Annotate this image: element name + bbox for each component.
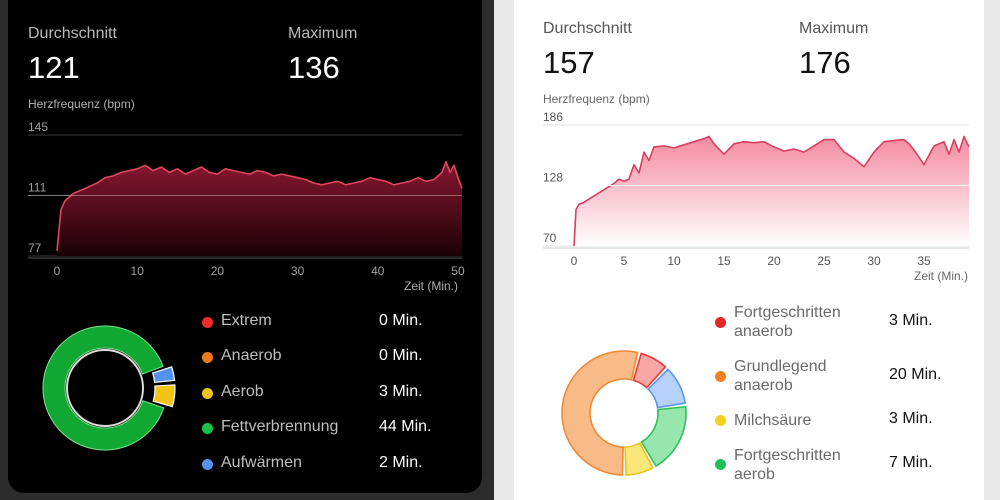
right-legend-dot xyxy=(715,459,726,470)
left-donut-slice-aufwärmen xyxy=(151,366,176,384)
right-chart-x-tick-label: 5 xyxy=(621,254,628,268)
left-donut-center xyxy=(66,349,144,427)
right-chart-y-tick-label: 128 xyxy=(543,171,563,185)
right-legend-label: aerob xyxy=(734,466,775,483)
right-legend-label: Grundlegend xyxy=(734,358,827,375)
right-legend-value: 20 Min. xyxy=(889,366,942,383)
right-panel: Durchschnitt 157 Maximum 176 Herzfrequen… xyxy=(494,0,1000,500)
right-chart-x-tick-label: 20 xyxy=(767,254,781,268)
right-zone-donut xyxy=(561,350,687,476)
left-legend-value: 44 Min. xyxy=(379,418,432,435)
left-x-axis-label: Zeit (Min.) xyxy=(404,279,458,293)
right-chart-area xyxy=(574,136,969,246)
left-legend-value: 3 Min. xyxy=(379,383,423,400)
right-legend-value: 3 Min. xyxy=(889,312,933,329)
right-legend-label: anaerob xyxy=(734,323,793,340)
right-chart-x-tick-label: 35 xyxy=(917,254,931,268)
right-chart-x-tick-label: 30 xyxy=(867,254,881,268)
left-donut-slice-aerob xyxy=(152,384,176,408)
right-chart-title: Herzfrequenz (bpm) xyxy=(543,92,650,106)
left-avg-label: Durchschnitt xyxy=(28,25,117,42)
left-chart-y-tick-label: 145 xyxy=(28,120,48,134)
left-legend-label: Aerob xyxy=(221,383,264,400)
left-chart-y-tick-label: 111 xyxy=(28,181,47,195)
right-chart-x-tick-label: 0 xyxy=(571,254,578,268)
left-chart-x-tick-label: 40 xyxy=(371,264,385,278)
right-avg-value: 157 xyxy=(543,45,595,80)
right-heart-rate-chart: 70 128 186 0 5 10 15 20 25 30 35 xyxy=(543,110,970,268)
left-chart-title: Herzfrequenz (bpm) xyxy=(28,97,135,111)
left-legend-label: Extrem xyxy=(221,312,272,329)
left-avg-value: 121 xyxy=(28,50,80,85)
right-chart-line xyxy=(573,135,970,247)
right-legend-dot xyxy=(715,371,726,382)
right-card xyxy=(514,0,984,500)
right-x-axis-label: Zeit (Min.) xyxy=(914,269,968,283)
left-legend-value: 2 Min. xyxy=(379,454,423,471)
right-legend-label: anaerob xyxy=(734,377,793,394)
left-panel: Durchschnitt 121 Maximum 136 Herzfrequen… xyxy=(0,0,494,500)
left-legend-dot xyxy=(202,388,213,399)
left-chart-x-tick-label: 10 xyxy=(131,264,145,278)
right-legend-value: 7 Min. xyxy=(889,454,933,471)
left-max-label: Maximum xyxy=(288,25,358,42)
right-donut-slice-2 xyxy=(624,442,654,476)
right-chart-x-tick-label: 15 xyxy=(717,254,731,268)
right-legend-dot xyxy=(715,317,726,328)
left-chart-y-tick-label: 77 xyxy=(28,241,42,255)
left-donut-slice-fettverbrennung xyxy=(42,325,165,451)
right-donut-slice-4 xyxy=(647,368,687,409)
left-legend-dot xyxy=(202,317,213,328)
left-legend-dot xyxy=(202,352,213,363)
right-max-value: 176 xyxy=(799,45,851,80)
left-legend-label: Aufwärmen xyxy=(221,454,302,471)
right-donut-slice-1 xyxy=(561,350,639,476)
left-legend-label: Fettverbrennung xyxy=(221,418,339,435)
left-chart-area xyxy=(57,161,462,256)
right-donut-slice-0 xyxy=(632,352,667,389)
left-max-value: 136 xyxy=(288,50,340,85)
right-legend-value: 3 Min. xyxy=(889,410,933,427)
right-chart-x-tick-label: 10 xyxy=(667,254,681,268)
left-zone-donut xyxy=(42,325,176,451)
left-chart-x-tick-label: 50 xyxy=(451,264,465,278)
left-chart-x-tick-label: 20 xyxy=(211,264,225,278)
right-chart-y-tick-label: 70 xyxy=(543,231,557,245)
right-chart-x-tick-label: 25 xyxy=(817,254,831,268)
right-legend-label: Fortgeschritten xyxy=(734,447,841,464)
right-legend-label: Milchsäure xyxy=(734,412,812,429)
right-max-label: Maximum xyxy=(799,20,869,37)
right-avg-label: Durchschnitt xyxy=(543,20,632,37)
right-chart-y-tick-label: 186 xyxy=(543,110,563,124)
left-chart-x-tick-label: 30 xyxy=(291,264,305,278)
left-heart-rate-chart: 77 111 145 0 10 20 30 40 50 xyxy=(28,120,465,278)
left-legend-label: Anaerob xyxy=(221,347,282,364)
left-chart-x-tick-label: 0 xyxy=(54,264,61,278)
right-legend-dot xyxy=(715,415,726,426)
left-chart-line xyxy=(56,160,463,251)
right-donut-slice-3 xyxy=(640,405,687,468)
left-legend-dot xyxy=(202,459,213,470)
left-legend-value: 0 Min. xyxy=(379,312,423,329)
left-legend-dot xyxy=(202,423,213,434)
right-legend-label: Fortgeschritten xyxy=(734,304,841,321)
left-legend-value: 0 Min. xyxy=(379,347,423,364)
